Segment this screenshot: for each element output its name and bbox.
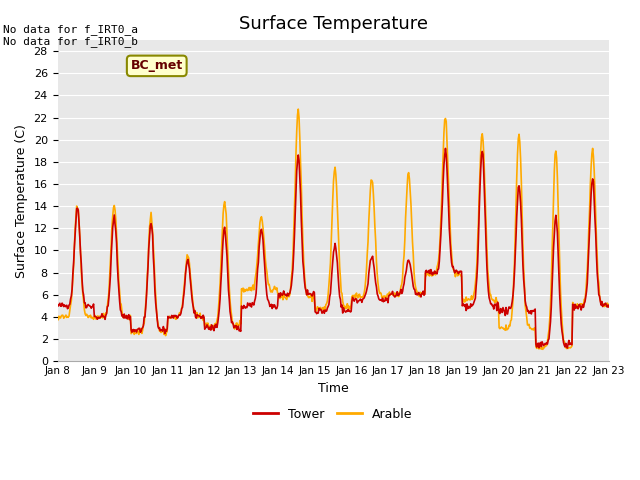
- Y-axis label: Surface Temperature (C): Surface Temperature (C): [15, 124, 28, 277]
- Title: Surface Temperature: Surface Temperature: [239, 15, 428, 33]
- X-axis label: Time: Time: [318, 382, 349, 395]
- Legend: Tower, Arable: Tower, Arable: [248, 403, 418, 425]
- Text: BC_met: BC_met: [131, 60, 183, 72]
- Text: No data for f_IRT0_a
No data for f_IRT0_b: No data for f_IRT0_a No data for f_IRT0_…: [3, 24, 138, 48]
